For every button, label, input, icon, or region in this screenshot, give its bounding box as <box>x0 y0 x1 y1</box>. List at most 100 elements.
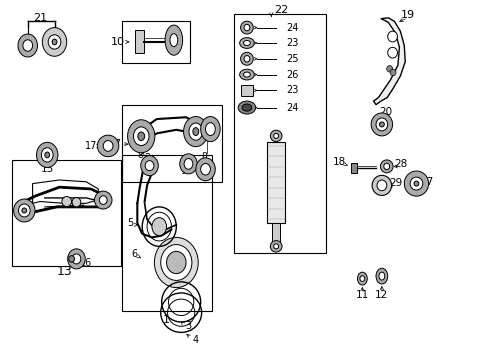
Ellipse shape <box>378 272 384 280</box>
Ellipse shape <box>375 268 387 284</box>
Text: 24: 24 <box>285 23 298 33</box>
Text: 2: 2 <box>143 153 150 163</box>
Ellipse shape <box>371 175 391 195</box>
Ellipse shape <box>52 39 57 45</box>
Text: 20: 20 <box>378 107 391 117</box>
Text: 11: 11 <box>355 290 368 300</box>
Text: 3: 3 <box>185 321 191 331</box>
Text: 29: 29 <box>388 178 401 188</box>
Ellipse shape <box>180 154 197 174</box>
Text: 9: 9 <box>181 167 186 176</box>
Bar <box>122 105 221 182</box>
Ellipse shape <box>389 69 395 76</box>
Ellipse shape <box>48 35 61 49</box>
Ellipse shape <box>141 156 158 176</box>
Ellipse shape <box>370 113 392 136</box>
Text: 1: 1 <box>163 315 170 325</box>
Ellipse shape <box>61 197 71 207</box>
Ellipse shape <box>239 38 254 48</box>
Bar <box>233 14 325 253</box>
Ellipse shape <box>200 117 220 141</box>
Ellipse shape <box>145 161 154 171</box>
Text: 18: 18 <box>332 157 346 167</box>
Text: 17: 17 <box>85 141 97 151</box>
Ellipse shape <box>23 40 33 51</box>
Bar <box>241 85 252 96</box>
Text: 14: 14 <box>21 211 34 221</box>
Ellipse shape <box>387 47 397 58</box>
Ellipse shape <box>242 104 251 111</box>
Bar <box>350 163 356 173</box>
Ellipse shape <box>14 199 35 222</box>
Text: 5: 5 <box>127 218 133 228</box>
Ellipse shape <box>72 254 81 264</box>
Ellipse shape <box>195 158 215 181</box>
Bar <box>122 22 189 63</box>
Ellipse shape <box>18 34 38 57</box>
Ellipse shape <box>166 251 185 274</box>
Text: 13: 13 <box>56 265 72 278</box>
Ellipse shape <box>94 191 112 209</box>
Ellipse shape <box>409 177 422 190</box>
Ellipse shape <box>357 272 366 285</box>
Ellipse shape <box>240 21 253 34</box>
Ellipse shape <box>205 123 215 135</box>
Ellipse shape <box>270 240 282 252</box>
Text: 23: 23 <box>285 38 298 48</box>
Ellipse shape <box>270 130 282 141</box>
Ellipse shape <box>200 163 210 175</box>
Ellipse shape <box>243 72 250 77</box>
Ellipse shape <box>244 55 249 62</box>
Text: 19: 19 <box>400 10 414 20</box>
Text: 6: 6 <box>132 248 138 258</box>
Ellipse shape <box>165 25 182 55</box>
Ellipse shape <box>192 128 198 135</box>
Text: 27: 27 <box>420 177 433 187</box>
Text: 4: 4 <box>192 334 199 345</box>
Ellipse shape <box>238 101 255 114</box>
Text: 8: 8 <box>137 151 142 160</box>
Ellipse shape <box>188 123 202 140</box>
Ellipse shape <box>404 171 428 196</box>
Ellipse shape <box>22 208 27 213</box>
Ellipse shape <box>387 31 397 42</box>
Bar <box>267 142 285 223</box>
Text: 7: 7 <box>113 139 120 149</box>
Ellipse shape <box>127 120 155 153</box>
Ellipse shape <box>152 218 166 235</box>
Ellipse shape <box>19 204 30 217</box>
Ellipse shape <box>138 132 144 140</box>
Ellipse shape <box>413 181 418 186</box>
Ellipse shape <box>239 69 254 80</box>
PathPatch shape <box>373 18 405 105</box>
Ellipse shape <box>240 52 253 65</box>
Ellipse shape <box>42 28 66 56</box>
Text: 25: 25 <box>285 54 298 64</box>
Text: 26: 26 <box>285 69 298 80</box>
Text: 8: 8 <box>201 152 207 161</box>
Ellipse shape <box>183 158 192 169</box>
Ellipse shape <box>133 127 149 145</box>
Ellipse shape <box>41 148 53 162</box>
Ellipse shape <box>379 122 384 127</box>
Text: 24: 24 <box>285 103 298 113</box>
Ellipse shape <box>376 180 386 191</box>
Ellipse shape <box>99 196 107 204</box>
Ellipse shape <box>386 66 392 72</box>
Text: 10: 10 <box>111 37 124 47</box>
Ellipse shape <box>380 160 392 173</box>
Ellipse shape <box>170 34 178 46</box>
Ellipse shape <box>72 198 81 207</box>
Ellipse shape <box>103 140 113 151</box>
Bar <box>12 160 121 266</box>
Ellipse shape <box>359 276 364 282</box>
Ellipse shape <box>183 117 207 147</box>
Ellipse shape <box>45 152 50 158</box>
Ellipse shape <box>383 163 389 170</box>
Text: 12: 12 <box>374 290 387 300</box>
Text: 28: 28 <box>393 159 406 169</box>
Ellipse shape <box>97 135 119 157</box>
Ellipse shape <box>154 237 198 288</box>
Ellipse shape <box>161 244 191 280</box>
Text: 22: 22 <box>273 5 287 15</box>
